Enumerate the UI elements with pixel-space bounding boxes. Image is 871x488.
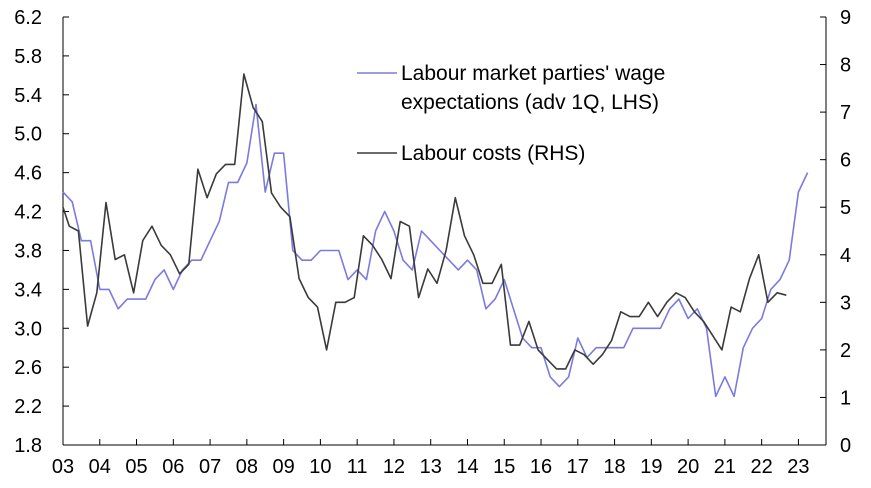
left-tick-label: 2.6 — [14, 357, 42, 379]
right-axis-ticks: 0 1 2 3 4 5 6 7 8 9 — [820, 7, 851, 457]
x-tick-label: 15 — [493, 456, 515, 478]
right-tick-label: 8 — [840, 55, 851, 77]
left-tick-label: 3.0 — [14, 318, 42, 340]
x-tick-label: 13 — [420, 456, 442, 478]
x-axis-ticks: 03 04 05 06 07 08 09 10 11 12 13 14 15 16 17 18 19 20 21 22… — [52, 439, 810, 478]
x-tick-label: 19 — [640, 456, 662, 478]
left-tick-label: 4.2 — [14, 202, 42, 224]
x-tick-label: 22 — [751, 456, 773, 478]
left-axis-ticks: 1.8 2.2 2.6 3.0 3.4 3.8 4.2 4.6 5.0 5.4 5.8 6.2 — [14, 7, 69, 457]
x-tick-label: 11 — [347, 456, 368, 478]
x-tick-label: 14 — [456, 456, 478, 478]
left-tick-label: 3.4 — [14, 279, 42, 301]
left-tick-label: 5.4 — [14, 85, 42, 107]
series-layer — [62, 73, 809, 398]
left-tick-label: 6.2 — [14, 7, 42, 29]
x-tick-label: 09 — [273, 456, 295, 478]
x-tick-label: 12 — [383, 456, 405, 478]
right-tick-label: 7 — [840, 102, 851, 124]
x-tick-label: 23 — [787, 456, 809, 478]
series-line-1 — [62, 73, 787, 370]
x-tick-label: 04 — [89, 456, 111, 478]
right-tick-label: 0 — [840, 435, 851, 457]
legend-label: Labour market parties' wage — [401, 62, 665, 85]
legend-label: Labour costs (RHS) — [401, 142, 585, 165]
x-tick-label: 05 — [125, 456, 147, 478]
left-tick-label: 4.6 — [14, 163, 42, 185]
x-tick-label: 16 — [530, 456, 552, 478]
x-tick-label: 20 — [677, 456, 699, 478]
legend-label: expectations (adv 1Q, LHS) — [401, 91, 659, 114]
left-tick-label: 5.8 — [14, 46, 42, 68]
right-tick-label: 9 — [840, 7, 851, 29]
left-tick-label: 2.2 — [14, 396, 42, 418]
x-tick-label: 03 — [52, 456, 74, 478]
x-tick-label: 17 — [567, 456, 589, 478]
x-tick-label: 07 — [199, 456, 221, 478]
right-tick-label: 1 — [840, 387, 851, 409]
right-tick-label: 6 — [840, 150, 851, 172]
x-tick-label: 21 — [714, 456, 736, 478]
x-tick-label: 18 — [603, 456, 625, 478]
left-tick-label: 5.0 — [14, 124, 42, 146]
right-tick-label: 2 — [840, 340, 851, 362]
right-tick-label: 3 — [840, 292, 851, 314]
left-tick-label: 1.8 — [14, 435, 42, 457]
x-tick-label: 06 — [162, 456, 184, 478]
right-tick-label: 5 — [840, 197, 851, 219]
x-tick-label: 08 — [236, 456, 258, 478]
chart-axes — [62, 17, 827, 446]
right-tick-label: 4 — [840, 245, 851, 267]
x-tick-label: 10 — [309, 456, 331, 478]
left-tick-label: 3.8 — [14, 240, 42, 262]
chart-legend: Labour market parties' wage expectations … — [357, 62, 665, 165]
